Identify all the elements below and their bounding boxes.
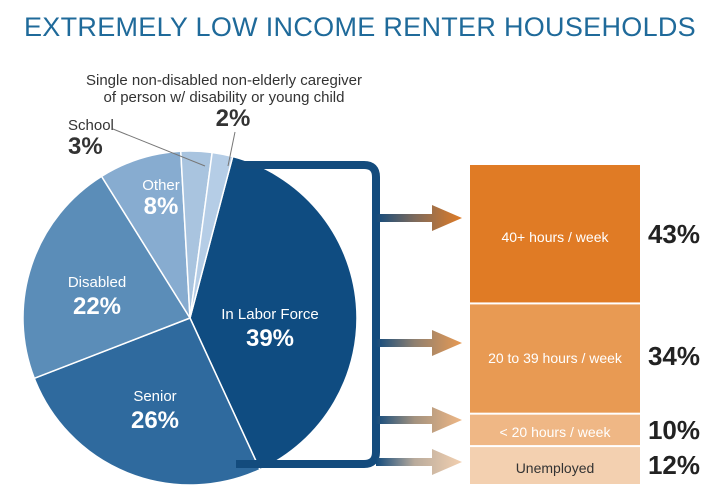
bar-segment-under-20 (470, 414, 640, 446)
pie-slice-disabled (22, 175, 192, 380)
bar-segment-20-to-39 (470, 304, 640, 413)
pie-value-other: 8% (144, 193, 179, 220)
arrow-20-to-39 (376, 330, 462, 356)
pie-label-caregiver-line2: of person w/ disability or young child (104, 89, 345, 106)
pie-label-labor-force: In Labor Force (221, 306, 319, 323)
pie-chart (22, 150, 358, 486)
pie-slice-senior (33, 317, 261, 486)
arrow-unemployed (376, 449, 462, 475)
pie-label-disabled: Disabled (68, 274, 126, 291)
bar-label-under-20: < 20 hours / week (500, 424, 612, 440)
bar-value-under-20: 10% (648, 415, 700, 445)
bar-value-40-plus: 43% (648, 219, 700, 249)
pie-value-disabled: 22% (73, 293, 121, 320)
pie-value-caregiver: 2% (216, 105, 251, 132)
labor-force-bracket (236, 161, 380, 468)
hours-bar-chart (470, 165, 640, 484)
bar-label-40-plus: 40+ hours / week (501, 229, 609, 245)
arrow-under-20 (376, 407, 462, 433)
bar-label-20-to-39: 20 to 39 hours / week (488, 350, 623, 366)
bracket-arrows (376, 205, 462, 475)
pie-label-senior: Senior (133, 388, 176, 405)
pie-slice-labor-force (189, 155, 358, 471)
bar-label-unemployed: Unemployed (516, 460, 595, 476)
caregiver-leader-line (227, 131, 236, 167)
bar-segment-40-plus (470, 165, 640, 303)
pie-label-other: Other (142, 177, 180, 194)
bar-segment-unemployed (470, 447, 640, 484)
pie-label-school: School (68, 117, 114, 134)
school-leader-line (112, 128, 206, 167)
bar-value-unemployed: 12% (648, 450, 700, 480)
pie-value-school: 3% (68, 133, 103, 160)
chart-title: EXTREMELY LOW INCOME RENTER HOUSEHOLDS (23, 12, 696, 42)
bar-value-20-to-39: 34% (648, 341, 700, 371)
pie-value-senior: 26% (131, 407, 179, 434)
pie-slice-caregiver (189, 151, 234, 319)
arrow-40-plus (376, 205, 462, 231)
pie-value-labor-force: 39% (246, 325, 294, 352)
pie-label-caregiver-line1: Single non-disabled non-elderly caregive… (86, 72, 362, 89)
